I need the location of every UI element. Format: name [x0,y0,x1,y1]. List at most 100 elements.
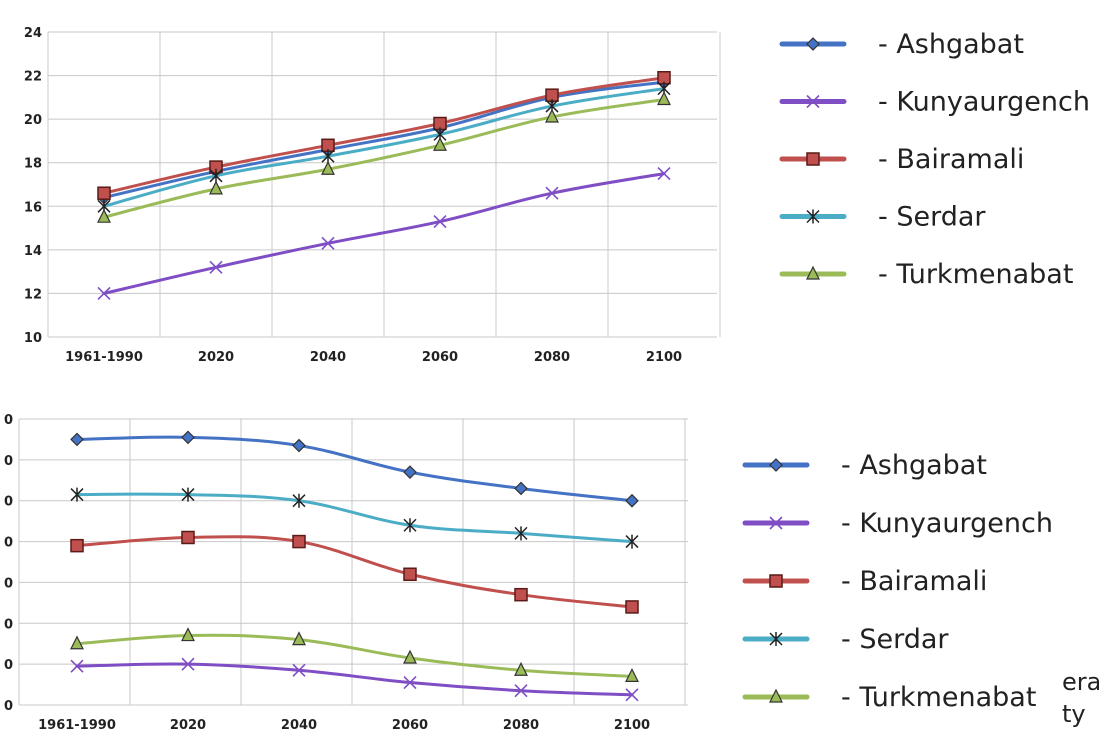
data-point-turkmenabat [292,631,306,646]
x-tick-label: 2060 [422,350,458,365]
x-tick-label: 2040 [310,350,346,365]
data-point-kunyaurgench [545,186,559,200]
chart-top: 10 12 14 16 18 20 22 24 1961-1990 2020 2040 2060 208… [24,26,1090,365]
data-point-bairamali [97,186,111,200]
legend-label-ashgabat: - Ashgabat [841,450,987,481]
y-tick-label: 0 [4,617,13,632]
data-point-serdar [403,518,417,533]
legend-label-kunyaurgench: - Kunyaurgench [841,508,1053,539]
x-tick-label: 2080 [503,718,539,733]
y-tick-label: 0 [4,658,13,673]
data-point-ashgabat [514,481,528,496]
legend-marker-turkmenabat [806,265,820,280]
legend-marker-bairamali [769,574,783,588]
legend-label-bairamali: - Bairamali [841,566,987,597]
series-line-ashgabat [102,80,666,200]
legend-label-kunyaurgench: - Kunyaurgench [878,87,1090,118]
legend-marker-kunyaurgench [769,516,783,530]
legend-marker-bairamali [806,152,820,166]
data-point-turkmenabat [181,627,195,642]
data-point-serdar [70,487,84,502]
data-point-kunyaurgench [514,684,528,698]
data-point-kunyaurgench [181,657,195,671]
data-point-serdar [321,149,335,164]
series-line-kunyaurgench [102,172,666,295]
series-line-turkmenabat [102,98,666,219]
data-point-bairamali [292,534,306,549]
data-point-turkmenabat [321,160,335,175]
legend-label-serdar: - Serdar [878,202,986,233]
x-tick-label: 2040 [281,718,317,733]
data-point-ashgabat [292,438,306,453]
series-line-bairamali [102,76,666,195]
data-point-ashgabat [625,493,639,508]
legend-marker-ashgabat [806,37,820,51]
x-tick-label: 2100 [646,350,682,365]
legend-marker-serdar [806,209,820,224]
series-line-bairamali [75,535,634,609]
data-point-ashgabat [70,432,84,447]
y-tick-label: 0 [4,413,13,428]
y-tick-label: 0 [4,454,13,469]
series-line-serdar [75,492,634,544]
data-point-serdar [514,526,528,541]
y-tick-label: 12 [24,287,42,302]
x-tick-label: 1961-1990 [65,350,143,365]
data-point-bairamali [403,567,417,582]
data-point-turkmenabat [545,108,559,123]
data-point-serdar [292,493,306,508]
legend-label-ashgabat: - Ashgabat [878,29,1024,60]
data-point-turkmenabat [70,635,84,650]
x-tick-label: 2080 [534,350,570,365]
series-line-kunyaurgench [75,662,634,697]
data-point-serdar [625,534,639,549]
legend-marker-kunyaurgench [806,94,820,109]
y-tick-label: 0 [4,699,13,714]
y-tick-label: 0 [4,536,13,551]
legend-marker-ashgabat [769,458,783,472]
data-point-bairamali [70,538,84,553]
x-tick-label: 2100 [614,718,650,733]
y-tick-label: 22 [24,70,42,85]
data-point-kunyaurgench [625,688,639,702]
data-point-turkmenabat [514,661,528,676]
data-point-turkmenabat [625,668,639,682]
y-tick-label: 0 [4,495,13,510]
data-point-kunyaurgench [292,663,306,677]
series-line-turkmenabat [75,633,634,678]
series-line-serdar [102,87,666,208]
data-point-kunyaurgench [70,659,84,673]
legend-label-bairamali: - Bairamali [878,144,1024,175]
legend-marker-turkmenabat [769,688,783,703]
x-tick-label: 2060 [392,718,428,733]
x-tick-label: 2020 [198,350,234,365]
legend-label-serdar: - Serdar [841,624,949,655]
data-point-turkmenabat [657,91,671,106]
y-tick-label: 16 [24,200,42,215]
y-tick-label: 0 [4,576,13,591]
data-point-kunyaurgench [403,675,417,690]
y-tick-label: 14 [24,244,42,259]
data-point-ashgabat [403,465,417,479]
data-point-kunyaurgench [433,214,447,229]
y-tick-label: 10 [24,331,42,346]
y-tick-label: 18 [24,157,42,172]
x-tick-label: 2020 [170,718,206,733]
data-point-turkmenabat [97,208,111,223]
data-point-kunyaurgench [657,167,671,181]
data-point-ashgabat [181,430,195,445]
data-point-bairamali [181,530,195,545]
data-point-kunyaurgench [97,286,111,300]
chart-bottom: 0 0 0 0 0 0 0 0 1961-1990 2020 2040 2060 2080 2100 - A… [4,413,1053,733]
y-tick-label: 24 [24,26,42,41]
legend-label-turkmenabat: - Turkmenabat [878,259,1073,290]
data-point-bairamali [514,587,528,602]
x-tick-label: 1961-1990 [38,718,116,733]
legend-marker-serdar [769,632,783,646]
data-point-serdar [181,487,195,502]
data-point-bairamali [625,600,639,614]
cut-off-text-2: ty [1062,700,1086,728]
data-point-turkmenabat [433,136,447,151]
data-point-turkmenabat [403,649,417,664]
